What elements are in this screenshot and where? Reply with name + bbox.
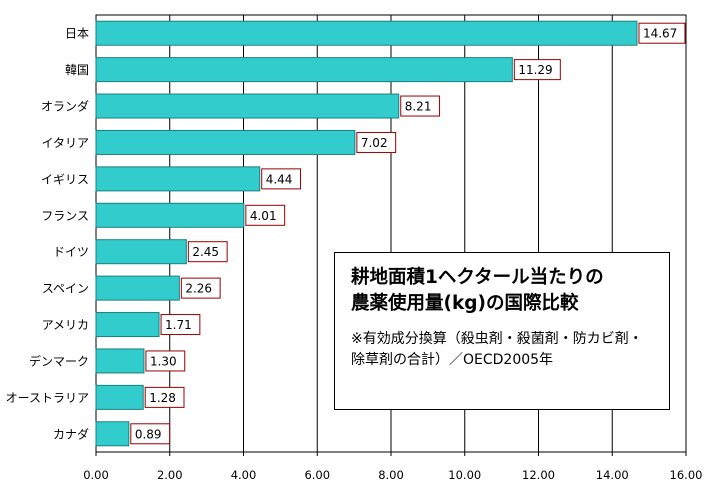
data-label-box bbox=[400, 95, 441, 117]
bar bbox=[95, 421, 130, 447]
data-label-box bbox=[638, 22, 686, 44]
data-label: 8.21 bbox=[405, 100, 432, 114]
bar bbox=[95, 57, 513, 83]
bars bbox=[95, 20, 638, 447]
category-label: オランダ bbox=[41, 99, 89, 114]
x-tick-label: 16.00 bbox=[670, 468, 703, 482]
annotation-note: ※有効成分換算（殺虫剤・殺菌剤・防カビ剤・除草剤の合計）／OECD2005年 bbox=[351, 331, 643, 368]
category-label: オーストラリア bbox=[6, 391, 89, 405]
bar bbox=[95, 129, 356, 155]
category-label: デンマーク bbox=[29, 353, 89, 368]
bar bbox=[95, 348, 145, 374]
data-label: 14.67 bbox=[643, 27, 677, 41]
data-label-box bbox=[130, 423, 171, 445]
x-tick-label: 10.00 bbox=[448, 468, 481, 482]
data-label-box bbox=[145, 350, 186, 372]
data-label-box bbox=[187, 241, 228, 263]
category-label: ドイツ bbox=[53, 245, 89, 259]
data-label-box bbox=[245, 204, 286, 226]
x-tick-label: 4.00 bbox=[231, 468, 257, 482]
bar bbox=[95, 239, 187, 265]
x-tick-label: 8.00 bbox=[378, 468, 404, 482]
bar bbox=[95, 166, 261, 192]
data-label: 2.45 bbox=[192, 245, 219, 259]
annotation-title-line2: 農薬使用量(kg)の国際比較 bbox=[351, 293, 579, 314]
x-tick-label: 6.00 bbox=[304, 468, 330, 482]
category-label: 韓国 bbox=[65, 63, 89, 77]
chart-annotation-box: 耕地面積1ヘクタール当たりの 農薬使用量(kg)の国際比較 ※有効成分換算（殺虫… bbox=[334, 252, 670, 410]
data-label: 4.01 bbox=[250, 209, 277, 223]
data-label-box bbox=[356, 131, 397, 153]
data-label: 1.28 bbox=[149, 391, 176, 405]
category-label: イタリア bbox=[41, 136, 89, 150]
annotation-title-line1: 耕地面積1ヘクタール当たりの bbox=[351, 267, 604, 288]
category-label: イギリス bbox=[41, 172, 89, 186]
data-labels: 14.67 11.29 8.21 7.02 4.44 4.01 2.45 2.26 1.71 1.… bbox=[130, 22, 686, 445]
data-label: 1.71 bbox=[165, 318, 192, 332]
data-label: 1.30 bbox=[150, 354, 177, 368]
data-label: 11.29 bbox=[518, 63, 552, 77]
data-label-box bbox=[261, 168, 302, 190]
category-label: フランス bbox=[41, 209, 89, 223]
x-tick-labels: 0.00 2.00 4.00 6.00 8.00 10.00 12.00 14.00 16.00 bbox=[83, 468, 702, 482]
bar bbox=[95, 384, 144, 410]
bar bbox=[95, 93, 400, 119]
category-label: カナダ bbox=[53, 426, 89, 441]
data-label: 0.89 bbox=[135, 427, 162, 441]
data-label-box bbox=[180, 277, 221, 299]
data-label: 2.26 bbox=[185, 282, 212, 296]
bar bbox=[95, 202, 245, 228]
category-label: スペイン bbox=[42, 282, 89, 296]
data-label-box bbox=[513, 59, 561, 81]
bar bbox=[95, 20, 638, 46]
category-label: 日本 bbox=[65, 27, 89, 41]
category-labels: 日本韓国オランダイタリアイギリスフランスドイツスペインアメリカデンマークオースト… bbox=[6, 27, 89, 442]
bar bbox=[95, 312, 160, 338]
data-label: 4.44 bbox=[266, 172, 293, 186]
x-tick-label: 12.00 bbox=[522, 468, 555, 482]
data-label: 7.02 bbox=[361, 136, 388, 150]
data-label-box bbox=[144, 386, 185, 408]
x-tick-label: 14.00 bbox=[596, 468, 629, 482]
bar bbox=[95, 275, 180, 301]
x-tick-label: 0.00 bbox=[83, 468, 109, 482]
data-label-box bbox=[160, 314, 201, 336]
x-tick-label: 2.00 bbox=[157, 468, 183, 482]
category-label: アメリカ bbox=[42, 318, 89, 332]
